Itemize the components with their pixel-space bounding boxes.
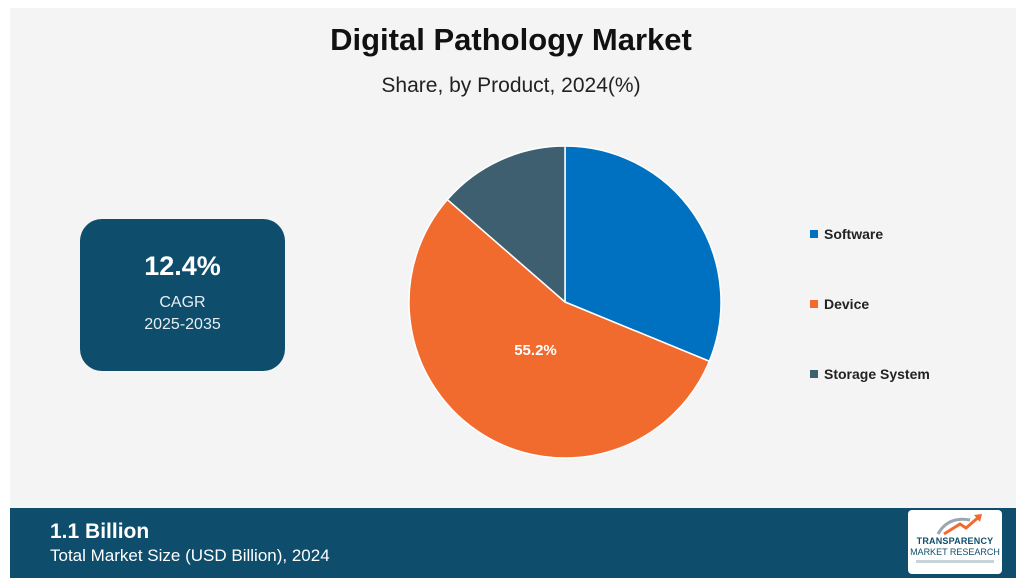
cagr-label: CAGR [159, 294, 206, 311]
legend-item-storage-system: Storage System [810, 366, 930, 382]
legend-swatch [810, 300, 818, 309]
legend-swatch [810, 230, 818, 239]
cagr-card: 12.4% CAGR 2025-2035 [80, 219, 285, 371]
footer-banner: 1.1 Billion Total Market Size (USD Billi… [10, 508, 1016, 578]
legend-label: Storage System [824, 366, 930, 382]
pie-slice-device [408, 198, 711, 459]
legend-swatch [810, 370, 818, 379]
pie-slice-software [564, 145, 722, 363]
logo-arrow-icon [936, 514, 982, 536]
market-size-value: 1.1 Billion [50, 520, 150, 543]
legend-label: Software [824, 226, 884, 242]
market-size-label: Total Market Size (USD Billion), 2024 [50, 546, 330, 565]
logo-text-line1: TRANSPARENCY [916, 536, 994, 546]
chart-title: Digital Pathology Market [330, 22, 692, 57]
legend-item-software: Software [810, 226, 883, 242]
logo-tagline-bar [916, 560, 994, 563]
legend-item-device: Device [810, 296, 869, 312]
logo-text-line2: MARKET RESEARCH [910, 547, 1000, 557]
chart-subtitle: Share, by Product, 2024(%) [381, 74, 641, 97]
pie-slice-storage-system [446, 145, 566, 304]
cagr-period: 2025-2035 [144, 316, 221, 333]
cagr-value: 12.4% [144, 251, 221, 281]
legend-label: Device [824, 296, 870, 312]
company-logo: TRANSPARENCY MARKET RESEARCH [908, 510, 1002, 574]
pie-data-label: 55.2% [514, 342, 557, 359]
